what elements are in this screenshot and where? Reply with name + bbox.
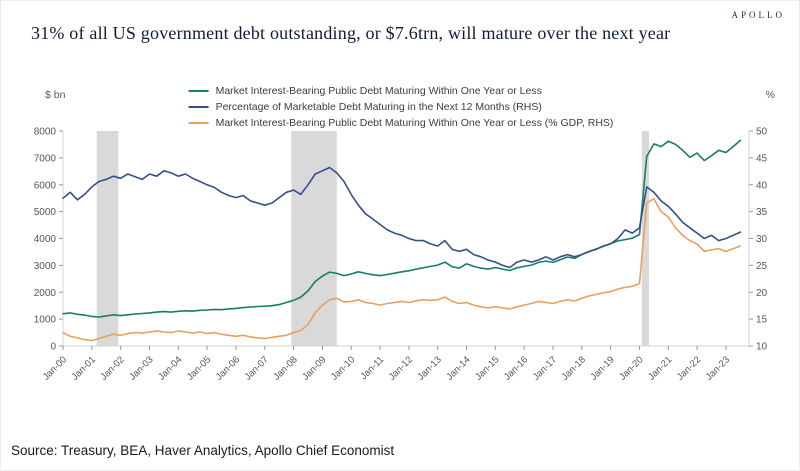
x-tick-label: Jan-09 — [300, 354, 328, 382]
x-tick-label: Jan-19 — [588, 354, 616, 382]
x-tick-label: Jan-17 — [531, 354, 559, 382]
axis-tick-label: 30 — [756, 234, 768, 245]
axis-tick-label: 8000 — [34, 127, 57, 138]
axis-tick-label: 50 — [756, 127, 768, 138]
x-tick-label: Jan-02 — [98, 354, 126, 382]
x-tick-label: Jan-07 — [243, 354, 271, 382]
apollo-logo: APOLLO — [731, 10, 785, 20]
left-axis-unit: $ bn — [45, 89, 66, 101]
x-tick-label: Jan-23 — [704, 354, 732, 382]
x-tick-label: Jan-12 — [387, 354, 415, 382]
x-tick-label: Jan-15 — [473, 354, 501, 382]
axis-tick-label: 25 — [756, 261, 768, 272]
axis-tick-label: 20 — [756, 288, 768, 299]
axis-tick-label: 10 — [756, 342, 768, 353]
x-tick-label: Jan-13 — [415, 354, 443, 382]
legend-item-maturing-debt: Market Interest-Bearing Public Debt Matu… — [188, 84, 614, 98]
x-tick-label: Jan-08 — [271, 354, 299, 382]
axis-tick-label: 40 — [756, 180, 768, 191]
x-tick-label: Jan-00 — [41, 354, 69, 382]
x-tick-label: Jan-14 — [444, 354, 472, 382]
axis-tick-label: 4000 — [34, 234, 57, 245]
chart-title: 31% of all US government debt outstandin… — [31, 23, 671, 43]
axis-tick-label: 1000 — [34, 315, 57, 326]
legend-item-pct-gdp: Market Interest-Bearing Public Debt Matu… — [188, 116, 614, 130]
x-tick-label: Jan-03 — [127, 354, 155, 382]
legend-swatch-maturing-debt — [188, 90, 209, 92]
series-line-0 — [62, 139, 742, 318]
legend-label-pct-gdp: Market Interest-Bearing Public Debt Matu… — [215, 117, 614, 129]
legend-label-maturing-debt: Market Interest-Bearing Public Debt Matu… — [215, 85, 542, 97]
x-tick-label: Jan-16 — [502, 354, 530, 382]
series-line-1 — [62, 166, 742, 269]
legend-item-pct-marketable: Percentage of Marketable Debt Maturing i… — [188, 100, 614, 114]
axis-tick-label: 3000 — [34, 261, 57, 272]
axis-tick-label: 5000 — [34, 207, 57, 218]
axis-tick-label: 15 — [756, 315, 768, 326]
x-tick-label: Jan-20 — [617, 354, 645, 382]
axis-tick-label: 2000 — [34, 288, 57, 299]
recession-band — [641, 131, 649, 346]
recession-band — [96, 131, 119, 346]
x-tick-label: Jan-11 — [358, 354, 386, 382]
chart: 0 1000 2000 3000 4000 5000 6000 7000 8000 10 15 20 2… — [1, 79, 799, 414]
legend-swatch-pct-gdp — [188, 122, 209, 124]
axis-tick-label: 7000 — [34, 153, 57, 164]
axis-tick-label: 45 — [756, 153, 768, 164]
legend-swatch-pct-marketable — [188, 106, 209, 108]
x-tick-label: Jan-10 — [329, 354, 357, 382]
axis-tick-label: 0 — [50, 342, 56, 353]
legend-label-pct-marketable: Percentage of Marketable Debt Maturing i… — [215, 101, 542, 113]
x-tick-label: Jan-04 — [156, 354, 184, 382]
x-tick-label: Jan-21 — [646, 354, 674, 382]
x-tick-label: Jan-05 — [185, 354, 213, 382]
axis-tick-label: 35 — [756, 207, 768, 218]
right-axis-unit: % — [765, 89, 775, 101]
source-text: Source: Treasury, BEA, Haver Analytics, … — [11, 443, 395, 458]
legend: Market Interest-Bearing Public Debt Matu… — [188, 84, 614, 130]
series-line-2 — [62, 197, 742, 342]
chart-canvas: 0 1000 2000 3000 4000 5000 6000 7000 8000 10 15 20 2… — [34, 127, 768, 383]
x-tick-label: Jan-22 — [675, 354, 703, 382]
x-tick-label: Jan-18 — [560, 354, 588, 382]
x-tick-label: Jan-06 — [214, 354, 242, 382]
x-tick-label: Jan-01 — [70, 354, 98, 382]
axis-tick-label: 6000 — [34, 180, 57, 191]
